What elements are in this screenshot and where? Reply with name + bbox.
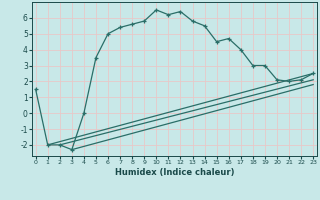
X-axis label: Humidex (Indice chaleur): Humidex (Indice chaleur)	[115, 168, 234, 177]
